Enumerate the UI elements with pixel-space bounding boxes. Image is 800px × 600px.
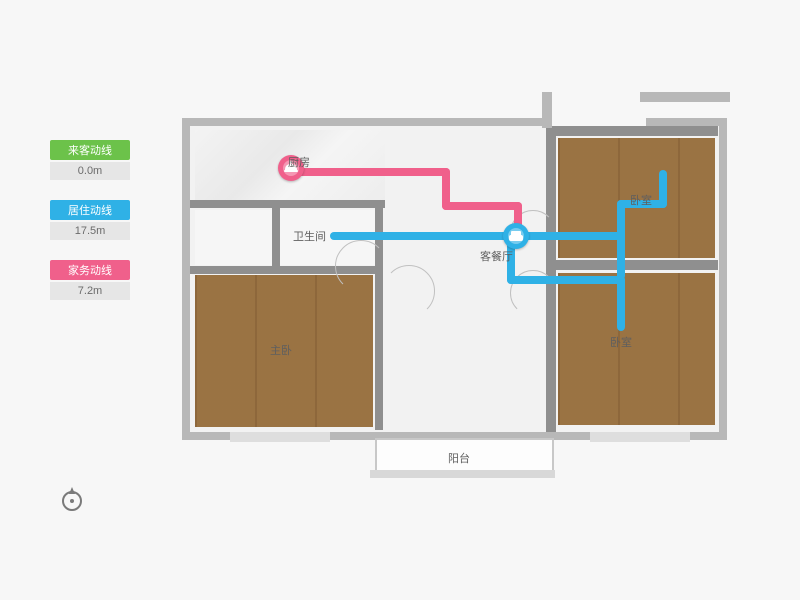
label-bathroom: 卫生间: [293, 228, 326, 244]
wall: [546, 260, 718, 270]
wall: [272, 208, 280, 268]
corridor-small: [195, 210, 275, 265]
label-bed2: 卧室: [630, 192, 652, 208]
legend-item-guest: 来客动线 0.0m: [50, 140, 130, 180]
window: [590, 432, 690, 442]
legend-swatch-living: 居住动线: [50, 200, 130, 220]
path-blue: [617, 200, 625, 280]
legend-value-guest: 0.0m: [50, 162, 130, 180]
label-bed3: 卧室: [610, 334, 632, 350]
path-blue: [659, 170, 667, 208]
legend: 来客动线 0.0m 居住动线 17.5m 家务动线 7.2m: [50, 140, 130, 320]
legend-item-chores: 家务动线 7.2m: [50, 260, 130, 300]
compass-icon: [58, 485, 86, 513]
wall: [190, 200, 385, 208]
label-living: 客餐厅: [480, 248, 513, 264]
label-master: 主卧: [270, 342, 292, 358]
legend-item-living: 居住动线 17.5m: [50, 200, 130, 240]
roof-notch: [546, 92, 646, 126]
legend-swatch-guest: 来客动线: [50, 140, 130, 160]
living-marker-icon: [503, 223, 529, 249]
label-balcony: 阳台: [448, 450, 470, 466]
canvas: 来客动线 0.0m 居住动线 17.5m 家务动线 7.2m: [0, 0, 800, 600]
wall: [542, 92, 552, 128]
room-bed3: [558, 273, 715, 425]
wall: [546, 126, 718, 136]
label-kitchen: 厨房: [288, 154, 310, 170]
floor-plan: 厨房 卫生间 主卧 客餐厅 卧室 卧室 阳台: [170, 110, 750, 530]
legend-swatch-chores: 家务动线: [50, 260, 130, 280]
path-blue: [330, 232, 515, 240]
window: [230, 432, 330, 442]
legend-value-living: 17.5m: [50, 222, 130, 240]
path-blue: [617, 276, 625, 331]
wall: [640, 92, 730, 102]
path-blue: [507, 276, 625, 284]
legend-value-chores: 7.2m: [50, 282, 130, 300]
path-pink: [442, 202, 522, 210]
balcony-ledge: [370, 470, 555, 478]
path-pink: [290, 168, 450, 176]
